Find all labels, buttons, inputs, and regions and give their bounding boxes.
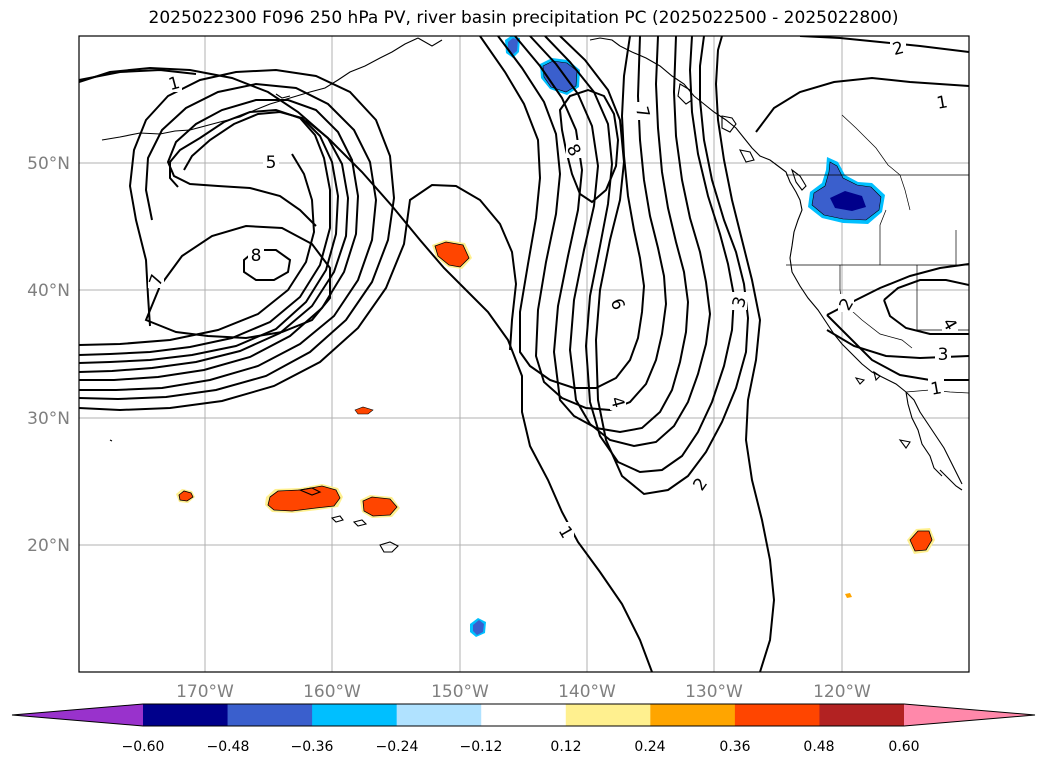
latitude-axis: 50°N 40°N 30°N 20°N <box>27 154 70 556</box>
precip-positive-small <box>354 406 374 415</box>
lat-label-50n: 50°N <box>27 154 70 174</box>
pv-contour-2-main <box>559 36 750 496</box>
lon-label-160w: 160°W <box>303 682 361 702</box>
colorbar-segment <box>143 704 229 726</box>
contour-label: 8 <box>251 246 262 266</box>
coastlines <box>101 37 963 553</box>
colorbar-segment <box>650 704 736 726</box>
colorbar-tick-label: −0.48 <box>207 739 250 755</box>
colorbar-tick-label: 0.12 <box>550 739 581 755</box>
colorbar-tick-labels: −0.60 −0.48 −0.36 −0.24 −0.12 0.12 0.24 … <box>122 739 920 755</box>
contour-label: 3 <box>729 294 751 310</box>
pv-contour-7-west <box>79 68 396 401</box>
contour-label: 1 <box>166 73 182 95</box>
lat-label-30n: 30°N <box>27 409 70 429</box>
colorbar-segment <box>227 704 313 726</box>
longitude-axis: 170°W 160°W 150°W 140°W 130°W 120°W <box>176 682 871 702</box>
lat-label-40n: 40°N <box>27 281 70 301</box>
colorbar-segment <box>565 704 651 726</box>
pv-contour-1-west <box>79 66 653 672</box>
contour-label: 1 <box>929 378 943 400</box>
contour-label: 4 <box>606 394 628 410</box>
lon-label-130w: 130°W <box>685 682 743 702</box>
colorbar-extend-min <box>12 704 143 726</box>
contour-label: 1 <box>935 92 949 114</box>
map-frame <box>78 35 970 673</box>
contour-label: 7 <box>631 104 653 120</box>
pv-contour-1-west-b <box>79 153 316 346</box>
gridlines <box>79 36 969 672</box>
colorbar-tick-label: −0.12 <box>460 739 503 755</box>
pv-contour-4-east-b <box>883 299 969 335</box>
lon-label-120w: 120°W <box>813 682 871 702</box>
lon-label-170w: 170°W <box>176 682 234 702</box>
pv-contour-7-main <box>479 36 646 389</box>
pv-contour-5-west <box>79 99 360 381</box>
colorbar-segment <box>312 704 398 726</box>
pv-contour-8-closed <box>144 224 331 340</box>
colorbar-tick-label: 0.60 <box>888 739 919 755</box>
pv-contour-8-west <box>79 183 518 412</box>
pv-contour-4-main <box>529 36 712 448</box>
pv-contour-4-west <box>79 119 350 373</box>
contour-label: 3 <box>938 345 949 365</box>
colorbar-tick-label: 0.36 <box>719 739 750 755</box>
lat-label-20n: 20°N <box>27 536 70 556</box>
pv-contour-3-west <box>79 110 340 364</box>
colorbar-tick-label: −0.36 <box>291 739 334 755</box>
precip-shading <box>176 36 935 637</box>
lon-label-140w: 140°W <box>558 682 616 702</box>
colorbar-extend-max <box>904 704 1035 726</box>
colorbar-outline <box>11 703 1036 727</box>
contour-label: 2 <box>890 38 906 60</box>
pv-contour-1-nw-closed <box>79 68 197 81</box>
pv-contours <box>79 36 969 672</box>
lon-label-150w: 150°W <box>431 682 489 702</box>
pv-contour-4-east <box>883 279 969 301</box>
colorbar-segment <box>734 704 820 726</box>
colorbar-segment <box>819 704 905 726</box>
pv-contour-6-west <box>79 82 378 391</box>
contour-labels: 1 5 8 7 8 7 6 4 3 2 1 2 1 2 <box>146 38 961 542</box>
colorbar-tick-label: −0.24 <box>376 739 419 755</box>
colorbar-tick-label: −0.60 <box>122 739 165 755</box>
colorbar-segment <box>481 704 567 726</box>
colorbar-tick-label: 0.48 <box>803 739 834 755</box>
pv-contour-1-ne <box>755 76 969 133</box>
pv-contour-2-west <box>79 108 331 356</box>
pv-contour-2-ne <box>799 36 969 53</box>
map-title: 2025022300 F096 250 hPa PV, river basin … <box>148 8 899 28</box>
colorbar-tick-label: 0.24 <box>634 739 665 755</box>
colorbar <box>11 703 1036 727</box>
colorbar-segment <box>396 704 482 726</box>
pv-contour-5-main <box>514 36 690 434</box>
pv-contour-1-east <box>714 36 776 672</box>
contour-label: 5 <box>266 153 277 173</box>
